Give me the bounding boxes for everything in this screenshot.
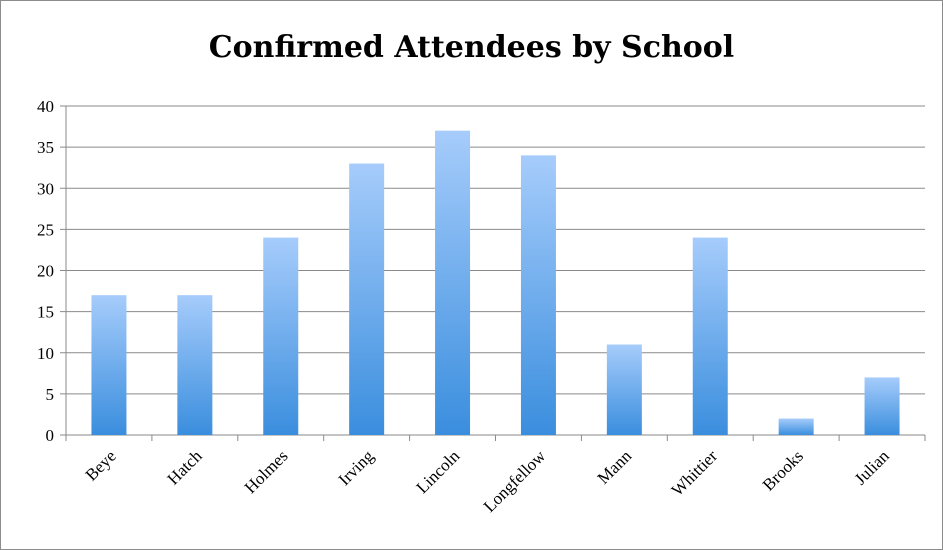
y-tick-label: 30 [37,179,54,198]
y-tick-label: 15 [37,303,54,322]
y-tick-label: 25 [37,220,54,239]
y-tick-label: 5 [46,385,55,404]
x-tick-label: Hatch [164,446,206,488]
x-tick-label: Brooks [759,446,807,494]
x-axis: Beye Hatch Holmes Irving Lincoln Longfellow Ma… [82,446,894,516]
bars [91,130,900,436]
y-tick-label: 20 [37,262,54,281]
bar-beye [91,295,127,435]
y-tick-label: 40 [37,97,54,116]
chart-title: Confirmed Attendees by School [208,30,735,65]
x-tick-label: Beye [82,446,120,484]
bar-irving [349,163,385,435]
x-tick-label: Lincoln [413,446,464,497]
x-tick-label: Julian [851,446,894,489]
x-tick-label: Longfellow [480,446,550,516]
y-tick-label: 0 [46,426,55,445]
y-axis: 0 5 10 15 20 25 30 35 40 [37,97,54,445]
bar-hatch [177,295,213,435]
x-tick-label: Whittier [668,446,722,500]
bar-lincoln [435,130,471,436]
bar-julian [864,377,900,435]
x-tick-label: Irving [335,446,378,489]
bar-longfellow [520,155,556,435]
bar-whittier [692,237,728,435]
x-tick-label: Holmes [241,446,292,497]
y-tick-label: 10 [37,344,54,363]
bar-brooks [778,418,814,435]
bar-holmes [263,237,299,435]
bar-mann [606,344,642,435]
x-tick-label: Mann [594,446,636,488]
y-tick-label: 35 [37,138,54,157]
